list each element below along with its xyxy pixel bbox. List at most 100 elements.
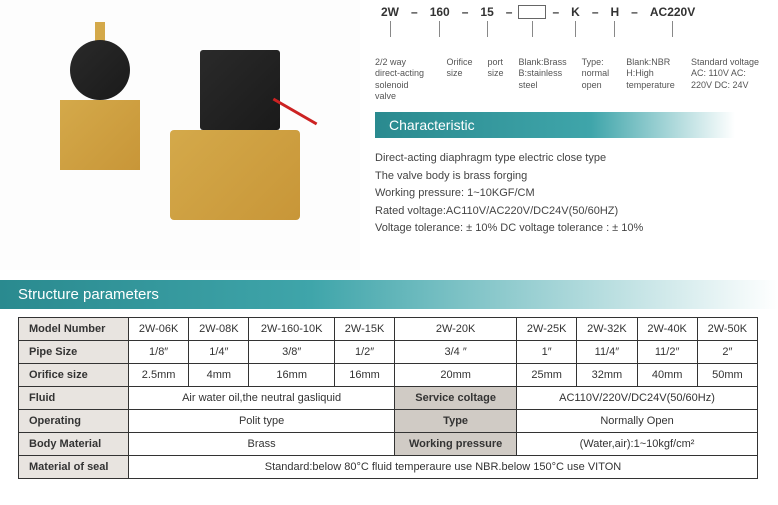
- table-row: Orifice size 2.5mm 4mm 16mm 16mm 20mm 25…: [19, 364, 758, 387]
- table-cell: 50mm: [697, 364, 757, 387]
- table-cell: (Water,air):1~10kgf/cm²: [517, 433, 758, 456]
- valve-coil: [200, 50, 280, 130]
- valve-body: [170, 130, 300, 220]
- row-label: Material of seal: [19, 456, 129, 479]
- pn-tick: [575, 21, 576, 37]
- table-cell: 11/4″: [577, 341, 637, 364]
- row-label: Pipe Size: [19, 341, 129, 364]
- product-image-area: [0, 0, 360, 270]
- table-cell: 16mm: [249, 364, 334, 387]
- table-cell: 1/8″: [129, 341, 189, 364]
- table-row: Pipe Size 1/8″ 1/4″ 3/8″ 1/2″ 3/4 ″ 1″ 1…: [19, 341, 758, 364]
- characteristic-line: The valve body is brass forging: [375, 168, 763, 186]
- legend-col: Blank:NBR H:High temperature: [626, 57, 676, 102]
- valve-stem: [95, 22, 105, 42]
- pn-dash: –: [627, 5, 642, 19]
- pn-value: 15: [474, 5, 499, 19]
- legend-col: Standard voltage AC: 110V AC: 220V DC: 2…: [691, 57, 763, 102]
- table-row: Operating Polit type Type Normally Open: [19, 410, 758, 433]
- pn-tick: [439, 21, 440, 37]
- table-cell: 11/2″: [637, 341, 697, 364]
- structure-header: Structure parameters: [0, 280, 778, 309]
- pn-tick: [390, 21, 391, 37]
- top-section: 2W – 160 – 15 – – K – H – AC220V 2/2 way…: [0, 0, 778, 270]
- pn-dash: –: [502, 5, 517, 19]
- characteristic-line: Voltage tolerance: ± 10% DC voltage tole…: [375, 220, 763, 238]
- pn-segment: AC220V: [644, 5, 701, 37]
- pn-dash: –: [407, 5, 422, 19]
- table-cell: 2.5mm: [129, 364, 189, 387]
- sub-label: Type: [395, 410, 517, 433]
- pn-value: 2W: [375, 5, 405, 19]
- table-row: Model Number 2W-06K 2W-08K 2W-160-10K 2W…: [19, 318, 758, 341]
- table-row: Fluid Air water oil,the neutral gasliqui…: [19, 387, 758, 410]
- characteristic-line: Rated voltage:AC110V/AC220V/DC24V(50/60H…: [375, 203, 763, 221]
- pn-dash: –: [588, 5, 603, 19]
- table-cell: Air water oil,the neutral gasliquid: [129, 387, 395, 410]
- table-cell: Normally Open: [517, 410, 758, 433]
- table-cell: 2W-25K: [517, 318, 577, 341]
- pn-value: AC220V: [644, 5, 701, 19]
- valve-large-illustration: [170, 50, 300, 220]
- pn-segment: K: [565, 5, 586, 37]
- table-row: Material of seal Standard:below 80°C flu…: [19, 456, 758, 479]
- structure-table: Model Number 2W-06K 2W-08K 2W-160-10K 2W…: [18, 317, 758, 479]
- row-label: Model Number: [19, 318, 129, 341]
- table-cell: 2W-32K: [577, 318, 637, 341]
- table-cell: Brass: [129, 433, 395, 456]
- pn-dash: –: [458, 5, 473, 19]
- pn-tick: [672, 21, 673, 37]
- table-cell: Polit type: [129, 410, 395, 433]
- table-cell: 32mm: [577, 364, 637, 387]
- legend-col: Type: normal open: [582, 57, 612, 102]
- legend-col: port size: [488, 57, 504, 102]
- table-cell: 2W-160-10K: [249, 318, 334, 341]
- legend-col: Orifice size: [447, 57, 473, 102]
- pn-tick: [614, 21, 615, 37]
- pn-segment: 160: [424, 5, 456, 37]
- legend-col: Blank:Brass B:stainless steel: [519, 57, 567, 102]
- table-cell: Standard:below 80°C fluid temperaure use…: [129, 456, 758, 479]
- pn-segment: 2W: [375, 5, 405, 37]
- characteristic-body: Direct-acting diaphragm type electric cl…: [375, 138, 763, 238]
- sub-label: Working pressure: [395, 433, 517, 456]
- pn-segment: 15: [474, 5, 499, 37]
- pn-value: K: [565, 5, 586, 19]
- row-label: Body Material: [19, 433, 129, 456]
- valve-small-illustration: [60, 40, 140, 170]
- table-row: Body Material Brass Working pressure (Wa…: [19, 433, 758, 456]
- pn-segment: [518, 5, 546, 37]
- table-cell: 2W-20K: [395, 318, 517, 341]
- table-cell: 2W-06K: [129, 318, 189, 341]
- table-cell: 3/8″: [249, 341, 334, 364]
- right-top-panel: 2W – 160 – 15 – – K – H – AC220V 2/2 way…: [360, 0, 778, 270]
- pn-dash: –: [548, 5, 563, 19]
- table-cell: 20mm: [395, 364, 517, 387]
- table-cell: 2W-50K: [697, 318, 757, 341]
- pn-tick: [487, 21, 488, 37]
- table-cell: 2W-15K: [334, 318, 394, 341]
- valve-coil: [70, 40, 130, 100]
- valve-body: [60, 100, 140, 170]
- table-cell: AC110V/220V/DC24V(50/60Hz): [517, 387, 758, 410]
- table-cell: 4mm: [189, 364, 249, 387]
- table-cell: 40mm: [637, 364, 697, 387]
- table-cell: 16mm: [334, 364, 394, 387]
- pn-value: H: [605, 5, 626, 19]
- characteristic-line: Working pressure: 1~10KGF/CM: [375, 185, 763, 203]
- pn-value: 160: [424, 5, 456, 19]
- characteristic-header: Characteristic: [375, 112, 735, 138]
- pn-tick: [532, 21, 533, 37]
- table-cell: 2W-08K: [189, 318, 249, 341]
- part-number-row: 2W – 160 – 15 – – K – H – AC220V: [375, 5, 763, 37]
- sub-label: Service coltage: [395, 387, 517, 410]
- table-cell: 2W-40K: [637, 318, 697, 341]
- table-cell: 2″: [697, 341, 757, 364]
- table-cell: 1/4″: [189, 341, 249, 364]
- legend-col: 2/2 way direct-acting solenoid valve: [375, 57, 432, 102]
- legend-row: 2/2 way direct-acting solenoid valve Ori…: [375, 57, 763, 102]
- row-label: Fluid: [19, 387, 129, 410]
- table-cell: 25mm: [517, 364, 577, 387]
- characteristic-line: Direct-acting diaphragm type electric cl…: [375, 150, 763, 168]
- pn-segment: H: [605, 5, 626, 37]
